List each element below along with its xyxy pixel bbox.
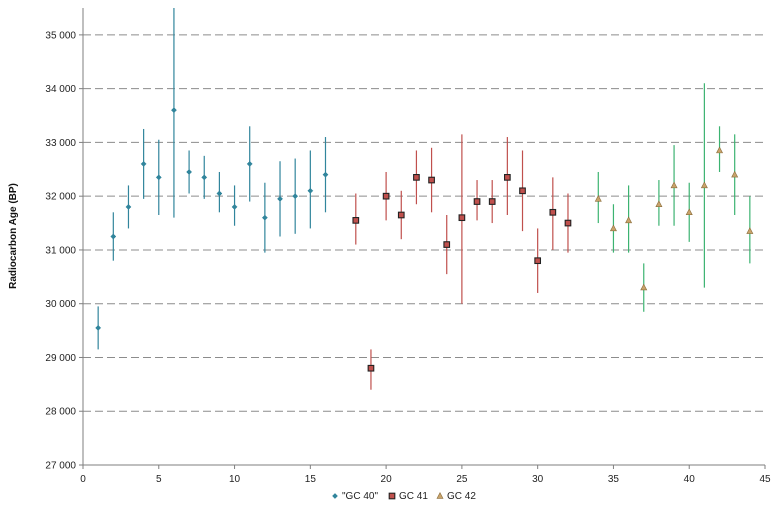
data-point-triangle [594,194,602,202]
plot-area [83,8,765,465]
series-gc-41 [352,134,572,390]
data-point-square [388,492,396,500]
data-point-square [488,198,496,205]
data-point-diamond [125,203,132,210]
data-point-diamond [186,169,193,175]
data-point-diamond [155,174,162,181]
data-point-square [473,198,481,205]
data-point-square [519,187,526,195]
data-point-triangle [685,208,693,216]
data-point-square [504,174,511,181]
data-point-diamond [246,160,253,167]
data-point-square [428,176,435,184]
grid-lines [83,34,765,412]
x-tick-label: 40 [684,474,696,485]
x-tick-label: 30 [532,474,544,485]
data-point-square [458,214,466,222]
legend-label: GC 41 [399,491,428,502]
data-point-triangle [746,227,754,234]
data-point-diamond [201,174,208,181]
x-tick-label: 25 [456,474,468,485]
data-point-diamond [261,214,268,221]
data-point-square [367,364,375,372]
x-tick-label: 35 [608,474,620,485]
data-point-diamond [307,187,314,194]
x-tick-label: 10 [229,474,241,485]
data-point-triangle [670,181,678,189]
data-point-square [549,208,557,216]
data-point-diamond [231,203,238,210]
legend-label: GC 42 [447,491,476,502]
y-tick-label: 27 000 [45,461,76,472]
data-point-triangle [625,216,633,224]
series-gc-42 [594,83,754,312]
data-point-square [564,219,572,227]
data-point-triangle [609,224,617,232]
data-point-triangle [716,146,724,154]
x-tick-label: 5 [156,474,162,485]
data-point-square [352,217,360,224]
data-point-square [397,211,405,219]
x-tick-label: 20 [381,474,393,485]
series-layer [95,8,754,390]
tick-labels: 27 000 28 000 29 000 30 000 31 000 32 000 33 0… [45,30,771,485]
data-point-triangle [436,492,444,499]
data-point-diamond [110,233,117,240]
legend: "GC 40" GC 41 GC 42 [332,491,476,502]
data-point-diamond [332,493,338,499]
x-tick-label: 15 [305,474,317,485]
legend-label: "GC 40" [342,491,378,502]
data-point-diamond [277,195,283,202]
y-tick-label: 29 000 [45,353,76,364]
x-tick-label: 0 [80,474,86,485]
y-tick-label: 35 000 [45,30,76,41]
data-point-triangle [731,170,739,178]
data-point-diamond [216,190,223,197]
legend-item: GC 41 [388,491,428,502]
data-point-square [534,257,542,265]
y-tick-label: 32 000 [45,192,76,203]
y-tick-label: 31 000 [45,245,76,256]
data-point-triangle [700,181,708,189]
y-tick-label: 28 000 [45,407,76,418]
axes [79,8,766,469]
y-tick-label: 33 000 [45,138,76,149]
data-point-diamond [292,193,299,200]
y-axis-title: Radiocarbon Age (BP) [8,183,19,289]
data-point-diamond [140,160,147,167]
data-point-triangle [655,200,663,207]
y-tick-label: 34 000 [45,84,76,95]
data-point-square [413,174,420,181]
x-tick-label: 45 [759,474,771,485]
legend-item: GC 42 [436,491,476,502]
data-point-triangle [640,283,648,291]
series-gc-40 [95,8,329,350]
data-point-square [382,192,390,200]
data-point-diamond [322,171,329,178]
data-point-diamond [170,107,177,114]
data-point-square [443,241,451,248]
legend-item: "GC 40" [332,491,378,502]
y-tick-label: 30 000 [45,299,76,310]
data-point-diamond [95,324,102,331]
